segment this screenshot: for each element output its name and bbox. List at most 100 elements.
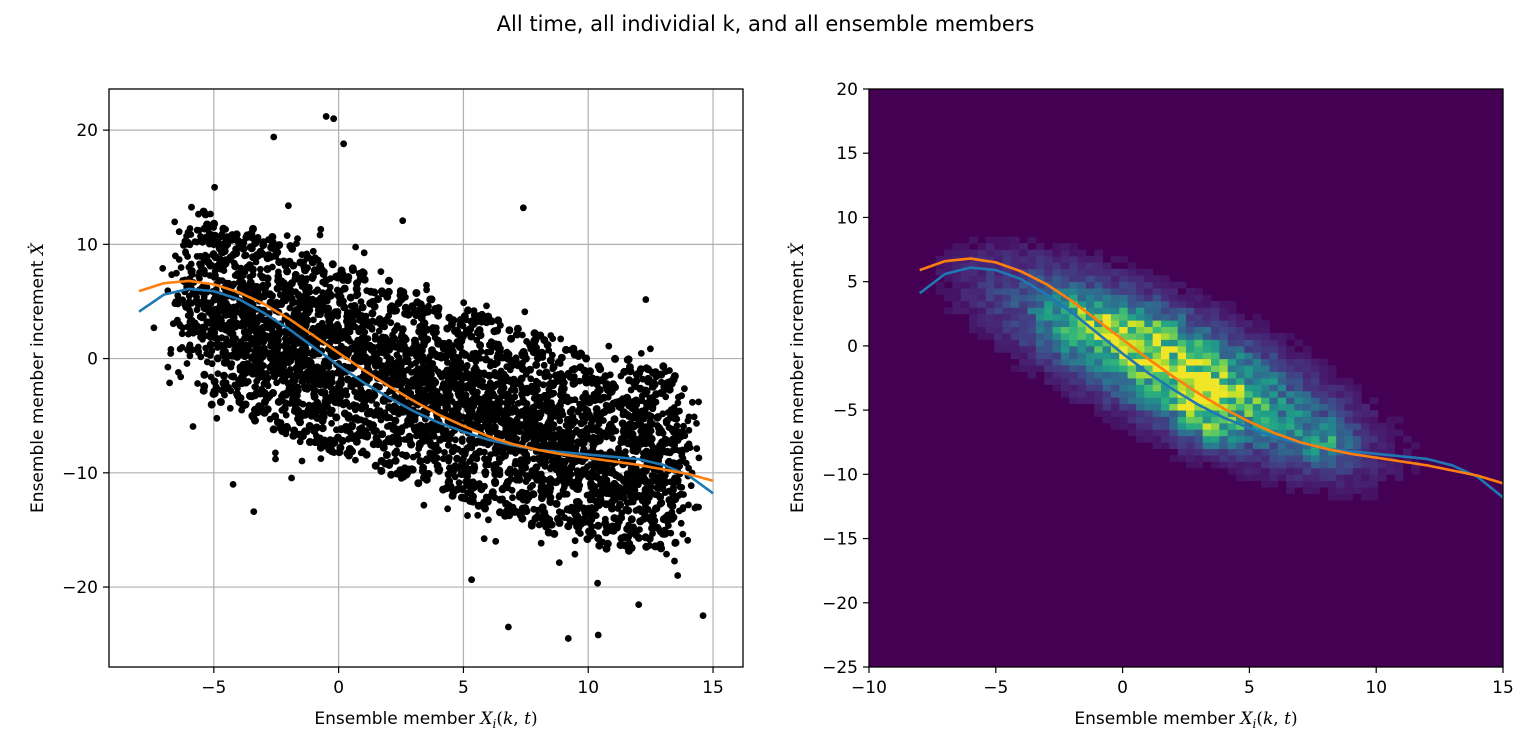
heatmap-cell xyxy=(1319,416,1329,424)
heatmap-cell xyxy=(1277,410,1287,417)
heatmap-cell xyxy=(1027,352,1037,360)
heatmap-cell xyxy=(1252,474,1262,482)
heatmap-cell xyxy=(1386,448,1395,456)
heatmap-cell xyxy=(1085,268,1095,276)
heatmap-cell xyxy=(1227,397,1237,405)
heatmap-cell xyxy=(1094,345,1103,353)
heatmap-cell xyxy=(1094,249,1103,257)
heatmap-cell xyxy=(1160,352,1170,360)
heatmap-cell xyxy=(1377,435,1387,443)
heatmap-cell xyxy=(1194,384,1204,392)
heatmap-cell xyxy=(1144,352,1154,360)
heatmap-cell xyxy=(1169,442,1179,450)
heatmap-cell xyxy=(1261,390,1270,398)
heatmap-cell xyxy=(1327,442,1337,450)
heatmap-cell xyxy=(1386,416,1395,424)
heatmap-cell xyxy=(944,255,953,263)
heatmap-cell xyxy=(1244,461,1254,469)
p2-ytick-label: 0 xyxy=(847,337,858,357)
heatmap-cell xyxy=(1261,455,1270,462)
heatmap-cell xyxy=(1211,429,1220,437)
heatmap-cell xyxy=(1110,333,1120,340)
heatmap-cell xyxy=(1119,390,1128,398)
heatmap-cell xyxy=(1169,339,1179,347)
p2-xtick-label: 15 xyxy=(1492,678,1514,698)
heatmap-cell xyxy=(1252,339,1262,347)
heatmap-cell xyxy=(1294,339,1304,347)
heatmap-cell xyxy=(1169,352,1179,360)
heatmap-cell xyxy=(1160,429,1170,437)
heatmap-cell xyxy=(1035,243,1045,250)
heatmap-cell xyxy=(1094,371,1103,379)
heatmap-cell xyxy=(1160,320,1170,328)
heatmap-cell xyxy=(1119,358,1128,366)
heatmap-cell xyxy=(1211,320,1220,328)
heatmap-cell xyxy=(1044,320,1053,328)
heatmap-cell xyxy=(1369,448,1379,456)
heatmap-cell xyxy=(1035,294,1045,302)
heatmap-cell xyxy=(1336,493,1345,501)
heatmap-cell xyxy=(1052,294,1062,302)
heatmap-cell xyxy=(1119,339,1128,347)
heatmap-cell xyxy=(1244,371,1254,379)
heatmap-cell xyxy=(1060,300,1070,308)
heatmap-cell xyxy=(1394,416,1404,424)
heatmap-cell xyxy=(1277,461,1287,469)
heatmap-cell xyxy=(1294,397,1304,405)
heatmap-cell xyxy=(1044,262,1053,270)
heatmap-cell xyxy=(1252,397,1262,405)
heatmap-cell xyxy=(1261,474,1270,482)
heatmap-cell xyxy=(1119,365,1128,372)
heatmap-cell xyxy=(1119,255,1128,263)
heatmap-cell xyxy=(1302,448,1312,456)
heatmap-cell xyxy=(1127,378,1137,385)
heatmap-cell xyxy=(1119,300,1128,308)
heatmap-cell xyxy=(1377,461,1387,469)
heatmap-cell xyxy=(1294,358,1304,366)
heatmap-cell xyxy=(1010,365,1020,372)
heatmap-cell xyxy=(960,288,970,295)
heatmap-cell xyxy=(1244,365,1254,372)
heatmap-cell xyxy=(1261,461,1270,469)
heatmap-cell xyxy=(1286,371,1295,379)
heatmap-cell xyxy=(1311,397,1320,405)
heatmap-cell xyxy=(1236,358,1245,366)
heatmap-cell xyxy=(1077,262,1087,270)
heatmap-cell xyxy=(1160,435,1170,443)
scatter-point xyxy=(519,204,527,212)
heatmap-cell xyxy=(1052,384,1062,392)
heatmap-cell xyxy=(1019,345,1028,353)
heatmap-cell xyxy=(952,275,962,283)
heatmap-cell xyxy=(1236,390,1245,398)
heatmap-cell xyxy=(1319,403,1329,411)
heatmap-cell xyxy=(960,243,970,250)
heatmap-cell xyxy=(1194,422,1204,430)
heatmap-cell xyxy=(1119,281,1128,289)
heatmap-cell xyxy=(1244,422,1254,430)
heatmap-cell xyxy=(1186,300,1195,308)
p1-xtick-label: −5 xyxy=(201,678,226,698)
heatmap-cell xyxy=(1269,345,1279,353)
heatmap-cell xyxy=(1135,288,1145,295)
heatmap-cell xyxy=(1186,403,1195,411)
heatmap-cell xyxy=(1302,371,1312,379)
heatmap-cell xyxy=(1102,352,1112,360)
heatmap-cell xyxy=(1269,480,1279,488)
heatmap-cell xyxy=(1152,371,1162,379)
heatmap-cell xyxy=(1352,416,1362,424)
heatmap-cell xyxy=(1010,333,1020,340)
heatmap-cell xyxy=(1286,345,1295,353)
heatmap-cell xyxy=(1211,442,1220,450)
heatmap-cell xyxy=(1186,320,1195,328)
heatmap-cell xyxy=(1244,442,1254,450)
heatmap-cell xyxy=(1144,345,1154,353)
heatmap-cell xyxy=(1327,416,1337,424)
heatmap-cell xyxy=(1044,333,1053,340)
heatmap-cell xyxy=(1035,320,1045,328)
heatmap-cell xyxy=(1135,275,1145,283)
heatmap-cell xyxy=(1369,467,1379,475)
heatmap-cell xyxy=(1127,410,1137,417)
heatmap-cell xyxy=(1169,397,1179,405)
heatmap-cell xyxy=(1377,422,1387,430)
heatmap-cell xyxy=(1127,281,1137,289)
